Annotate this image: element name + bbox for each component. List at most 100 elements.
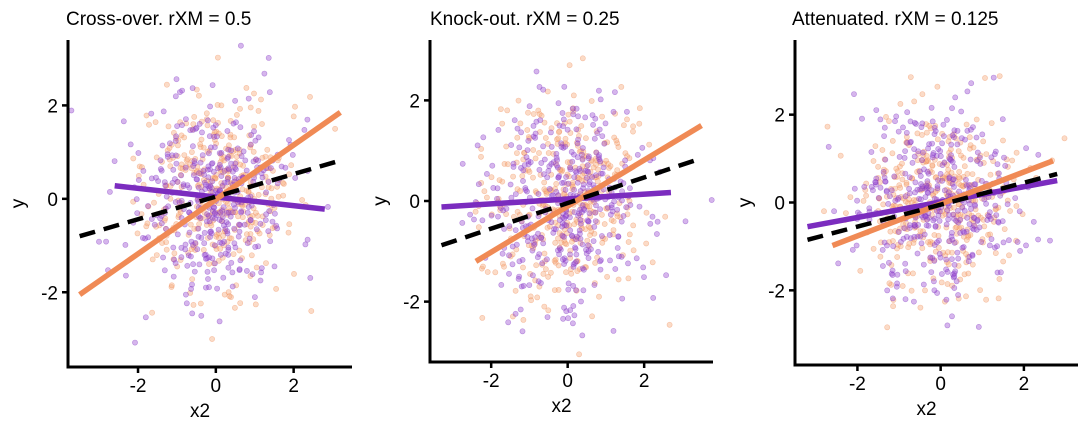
scatter-point [193,203,200,210]
scatter-point [202,255,209,262]
scatter-point [578,204,585,211]
scatter-point [566,118,573,125]
scatter-point [520,282,527,289]
scatter-point [898,238,904,245]
scatter-point [616,200,623,207]
scatter-point [169,179,176,186]
scatter-point [895,194,902,201]
scatter-point [597,266,604,273]
scatter-point [530,147,537,153]
scatter-point [554,136,560,143]
scatter-point [584,152,590,159]
scatter-point [230,120,237,127]
scatter-point [630,128,636,135]
scatter-point [532,134,539,141]
scatter-point [958,182,965,189]
scatter-point [897,163,903,170]
scatter-point [478,265,485,272]
scatter-point [905,244,912,251]
scatter-point [579,172,586,179]
scatter-point [919,157,925,163]
scatter-point [1017,247,1023,254]
scatter-point [612,266,619,272]
scatter-point [171,256,177,263]
scatter-point [916,232,923,239]
scatter-point [205,174,212,181]
scatter-point [971,215,978,222]
scatter-point [531,242,538,248]
scatter-point [585,218,592,225]
scatter-point [513,241,520,248]
scatter-point [174,178,181,185]
scatter-point [251,123,257,130]
scatter-point [559,110,566,116]
scatter-point [614,206,621,213]
scatter-point [544,256,550,263]
scatter-point [559,232,566,239]
scatter-point [195,184,202,191]
scatter-point [540,86,547,93]
scatter-point [215,164,222,171]
scatter-point [987,231,993,238]
scatter-point [159,240,165,246]
scatter-point [190,126,196,133]
scatter-point [189,126,196,133]
scatter-point [245,204,252,210]
scatter-point [624,211,631,218]
scatter-point [925,170,932,177]
scatter-point [930,275,937,282]
scatter-point [843,210,849,216]
scatter-point [898,193,904,200]
scatter-point [654,218,661,225]
scatter-point [924,183,931,190]
scatter-point [230,163,237,170]
scatter-point [924,180,931,187]
scatter-point [166,140,173,147]
scatter-point [211,133,217,140]
scatter-point [191,169,198,176]
scatter-point [208,230,215,237]
scatter-point [933,174,940,180]
scatter-point [961,233,967,240]
scatter-point [522,187,529,193]
scatter-point [155,178,161,184]
scatter-point [174,231,181,238]
scatter-point [622,150,629,157]
scatter-point [636,203,643,210]
scatter-point [956,180,962,187]
scatter-point [499,120,506,127]
scatter-point [593,128,600,135]
scatter-point [539,232,545,238]
scatter-point [663,272,669,279]
scatter-point [555,235,561,242]
scatter-point [229,269,236,276]
scatter-point [240,162,246,169]
scatter-point [590,164,597,171]
scatter-point [944,208,950,215]
scatter-point [955,174,962,181]
scatter-point [949,313,955,320]
scatter-point [921,212,928,219]
scatter-point [203,222,210,228]
scatter-point [274,183,280,190]
scatter-point [265,55,272,61]
scatter-point [920,159,927,166]
scatter-point [579,202,586,209]
scatter-point [955,219,962,226]
scatter-point [202,284,209,291]
scatter-point [596,126,603,133]
scatter-point [145,203,151,209]
scatter-point [902,193,909,200]
scatter-point [165,123,172,130]
scatter-point [144,220,151,227]
scatter-point [561,221,568,228]
scatter-point [565,315,571,322]
scatter-point [895,228,902,235]
scatter-point [951,273,958,280]
scatter-point [225,251,232,258]
scatter-point [1016,208,1023,215]
scatter-point [574,258,580,265]
scatter-point [943,256,950,263]
scatter-point [308,308,315,314]
scatter-point [559,180,565,186]
